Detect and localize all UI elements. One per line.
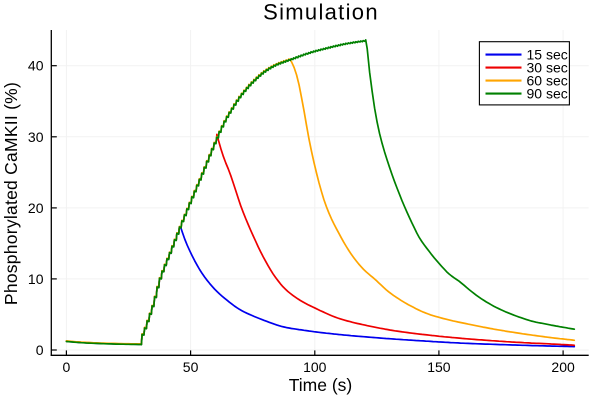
svg-text:40: 40 [28, 58, 44, 74]
svg-text:Simulation: Simulation [263, 0, 379, 24]
svg-text:0: 0 [63, 359, 71, 375]
svg-text:60 sec: 60 sec [527, 73, 568, 89]
svg-text:0: 0 [36, 342, 44, 358]
svg-text:100: 100 [303, 359, 327, 375]
svg-text:Phosphorylated CaMKII (%): Phosphorylated CaMKII (%) [1, 82, 21, 305]
svg-text:30: 30 [28, 129, 44, 145]
svg-text:50: 50 [183, 359, 199, 375]
svg-text:150: 150 [427, 359, 451, 375]
svg-text:90 sec: 90 sec [527, 86, 568, 102]
svg-text:10: 10 [28, 271, 44, 287]
svg-text:15 sec: 15 sec [527, 47, 568, 63]
svg-text:30 sec: 30 sec [527, 60, 568, 76]
svg-text:20: 20 [28, 200, 44, 216]
svg-text:200: 200 [551, 359, 575, 375]
svg-text:Time (s): Time (s) [289, 375, 353, 395]
